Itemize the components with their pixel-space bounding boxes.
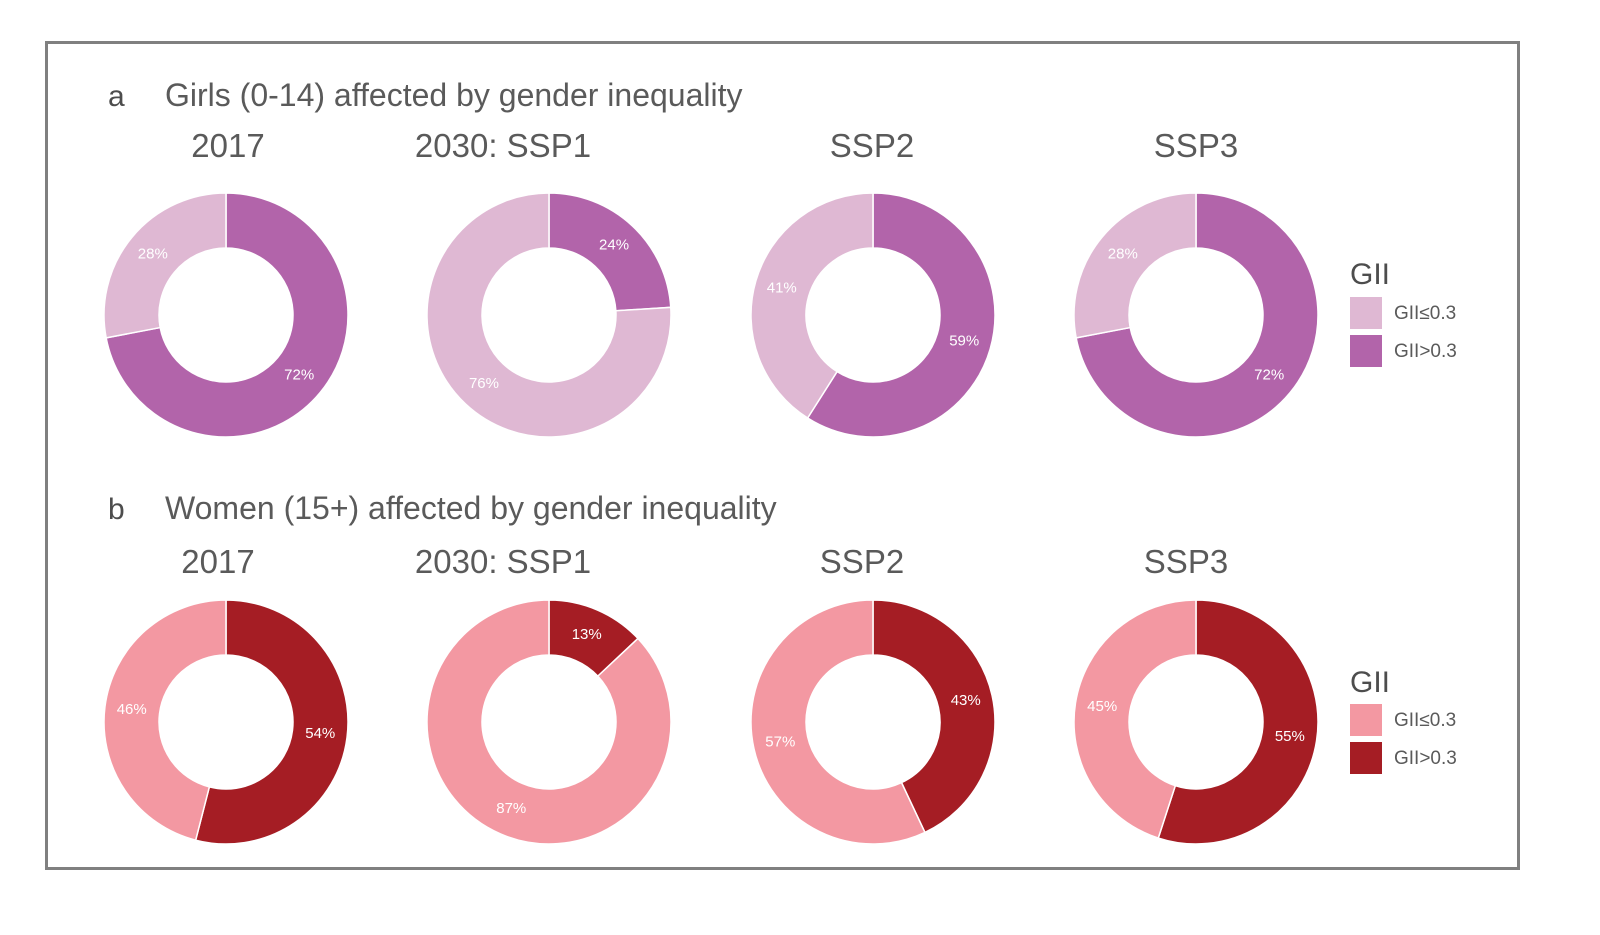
legend-title: GII (1350, 666, 1390, 699)
legend-label: GII>0.3 (1394, 341, 1457, 362)
donut-1: 2017 72% 28% (103, 127, 349, 438)
donut-slice (806, 192, 996, 438)
panel-b: b Women (15+) affected by gender inequali… (103, 490, 1457, 845)
donut-slice (105, 192, 349, 438)
legend-label: GII≤0.3 (1394, 303, 1456, 324)
slice-label: 24% (599, 237, 629, 254)
donut-title: 2017 (181, 543, 254, 580)
donut-title: SSP2 (820, 543, 904, 580)
panel-letter: b (108, 493, 125, 526)
donut-slice (872, 599, 996, 834)
slice-label: 41% (767, 279, 797, 296)
legend-label: GII≤0.3 (1394, 710, 1456, 731)
slice-label: 28% (1108, 245, 1138, 262)
donut-title: 2030: SSP1 (415, 543, 591, 580)
donut-title: SSP3 (1154, 127, 1238, 164)
legend-swatch (1350, 704, 1382, 736)
donut-slice (1073, 599, 1197, 839)
donut-3: SSP2 59% 41% (750, 127, 996, 438)
donut-2: 2030: SSP1 24% 76% (415, 127, 672, 438)
donut-slice (103, 192, 227, 339)
slice-label: 57% (765, 734, 795, 751)
figure-frame (45, 41, 1520, 870)
panel-title: Women (15+) affected by gender inequalit… (165, 490, 777, 526)
slice-label: 55% (1275, 728, 1305, 745)
slice-label: 45% (1087, 698, 1117, 715)
slice-label: 87% (496, 800, 526, 817)
donut-slice (750, 599, 926, 845)
slice-label: 76% (469, 375, 499, 392)
donut-slice (1075, 192, 1319, 438)
donut-slice (1157, 599, 1319, 845)
donut-title: 2017 (191, 127, 264, 164)
donut-slice (1073, 192, 1197, 339)
donut-title: SSP2 (830, 127, 914, 164)
slice-label: 72% (284, 367, 314, 384)
panel-a: a Girls (0-14) affected by gender inequal… (103, 77, 1457, 438)
slice-label: 28% (138, 245, 168, 262)
legend-swatch (1350, 742, 1382, 774)
donut-4: SSP3 72% 28% (1073, 127, 1319, 438)
slice-label: 46% (117, 701, 147, 718)
donut-slice (194, 599, 349, 845)
legend-swatch (1350, 297, 1382, 329)
slice-label: 72% (1254, 367, 1284, 384)
donut-slice (426, 599, 672, 845)
donut-slice (103, 599, 227, 842)
donut-slice (750, 192, 874, 420)
legend-swatch (1350, 335, 1382, 367)
donut-slice (426, 192, 672, 438)
donut-slice (548, 192, 672, 312)
panel-letter: a (108, 80, 125, 113)
donut-4: SSP3 55% 45% (1073, 543, 1319, 845)
panel-title: Girls (0-14) affected by gender inequali… (165, 77, 743, 113)
slice-label: 54% (305, 725, 335, 742)
slice-label: 13% (572, 626, 602, 643)
donut-2: 2030: SSP1 13% 87% (415, 543, 672, 845)
slice-label: 59% (949, 332, 979, 349)
donut-title: SSP3 (1144, 543, 1228, 580)
legend-title: GII (1350, 258, 1390, 291)
donut-3: SSP2 43% 57% (750, 543, 996, 845)
donut-title: 2030: SSP1 (415, 127, 591, 164)
donut-1: 2017 54% 46% (103, 543, 349, 845)
legend-label: GII>0.3 (1394, 748, 1457, 769)
slice-label: 43% (951, 692, 981, 709)
